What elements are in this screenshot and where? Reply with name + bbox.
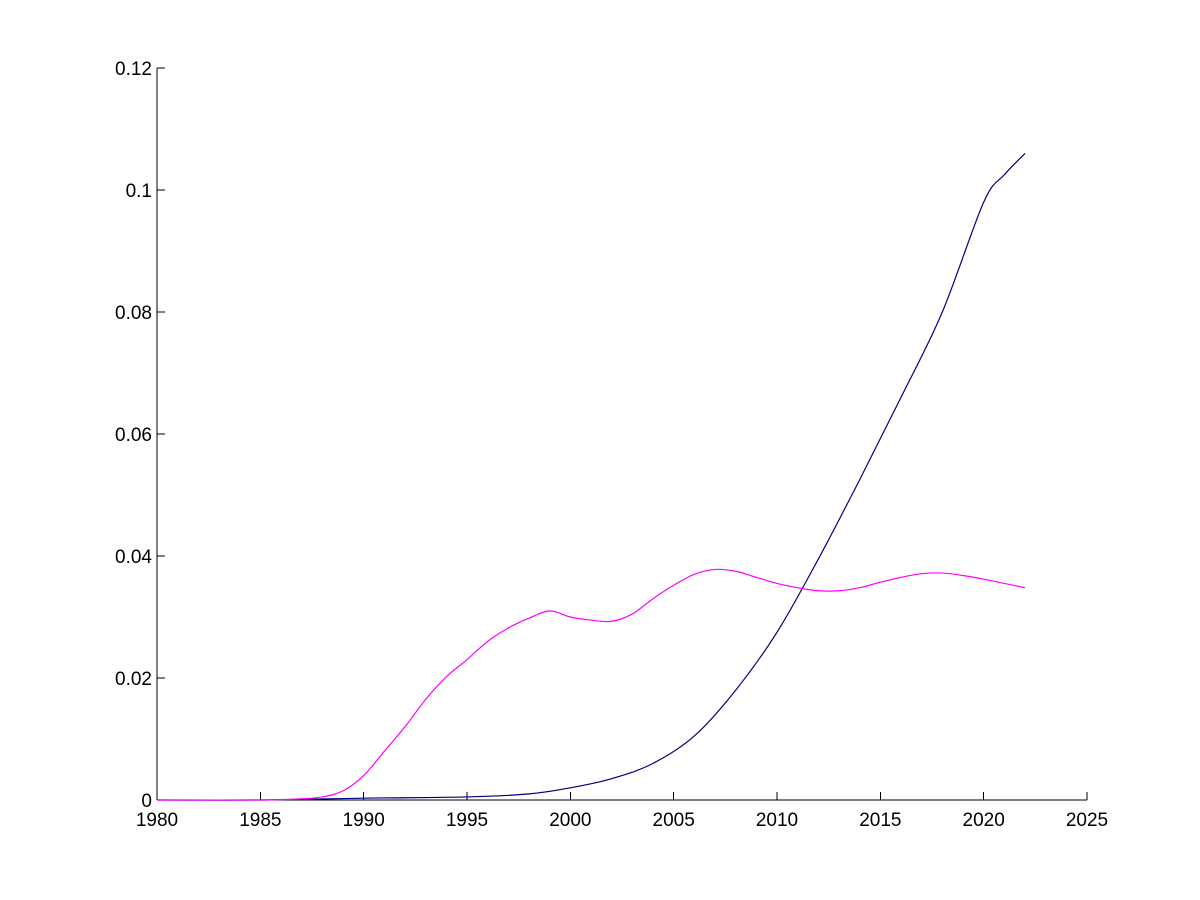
plot-area: 1980 1985 1990 1995 2000 2005 2010 2015 2020 2025…	[115, 59, 1108, 831]
x-tick-label: 2000	[549, 810, 591, 831]
y-tick-label: 0.04	[115, 547, 152, 568]
x-tick-label: 2025	[1066, 810, 1108, 831]
x-tick-label: 1980	[136, 810, 178, 831]
x-tick-label: 2005	[653, 810, 695, 831]
y-tick-label: 0.1	[126, 181, 152, 202]
x-tick-label: 1995	[446, 810, 488, 831]
x-tick-label: 2010	[756, 810, 798, 831]
x-tick-label: 1990	[343, 810, 385, 831]
y-tick-label: 0.08	[115, 303, 152, 324]
y-tick-label: 0.12	[115, 59, 152, 80]
x-tick-label: 2020	[963, 810, 1005, 831]
y-tick-label: 0.02	[115, 669, 152, 690]
x-tick-label: 1985	[239, 810, 281, 831]
y-tick-label: 0.06	[115, 425, 152, 446]
series-line-1	[156, 152, 1026, 801]
series-line-2	[156, 568, 1026, 801]
x-tick-label: 2015	[859, 810, 901, 831]
y-tick-label: 0	[141, 791, 152, 812]
